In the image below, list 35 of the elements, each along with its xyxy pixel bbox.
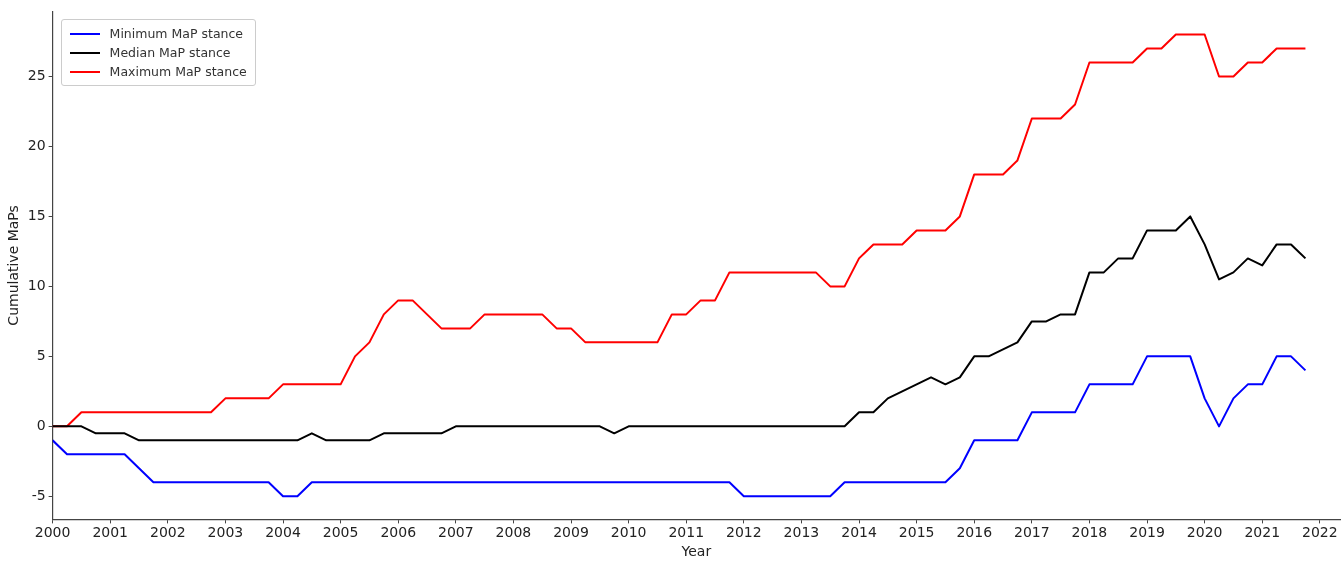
x-tick-label: 2000 [34, 524, 71, 541]
x-tick-label: 2022 [1302, 524, 1338, 541]
x-tick-label: 2002 [150, 524, 186, 541]
x-tick-label: 2018 [1071, 524, 1108, 541]
legend-label: Minimum MaP stance [109, 26, 244, 42]
x-tick-label: 2014 [841, 524, 877, 541]
x-tick-label: 2016 [956, 524, 993, 541]
x-tick-label: 2017 [1014, 524, 1050, 541]
x-tick-label: 2006 [380, 524, 417, 541]
y-axis-title: Cumulative MaPs [5, 205, 22, 326]
x-tick-label: 2010 [610, 524, 647, 541]
x-tick-label: 2003 [207, 524, 244, 541]
y-tick-label: 10 [27, 277, 46, 294]
x-tick-label: 2004 [265, 524, 301, 541]
y-tick-label: 15 [27, 207, 46, 224]
y-tick-label: -5 [31, 486, 46, 503]
y-tick-label: 5 [36, 347, 46, 363]
x-tick-label: 2021 [1244, 524, 1281, 541]
x-tick-label: 2008 [495, 524, 532, 541]
x-tick-label: 2019 [1129, 524, 1165, 541]
y-tick-label: 25 [27, 67, 46, 84]
x-tick-label: 2020 [1186, 524, 1223, 541]
legend-label: Median MaP stance [109, 45, 231, 61]
x-tick-label: 2013 [783, 524, 820, 541]
x-tick-label: 2007 [438, 524, 474, 541]
x-tick-label: 2011 [668, 524, 705, 541]
x-axis-title: Year [680, 543, 712, 560]
x-tick-label: 2012 [726, 524, 762, 541]
x-tick-label: 2005 [322, 524, 359, 541]
x-tick-label: 2015 [898, 524, 935, 541]
legend-label: Maximum MaP stance [109, 64, 247, 80]
y-tick-label: 0 [36, 416, 46, 433]
x-tick-label: 2001 [92, 524, 129, 541]
y-tick-label: 20 [27, 137, 46, 154]
x-tick-label: 2009 [553, 524, 589, 541]
